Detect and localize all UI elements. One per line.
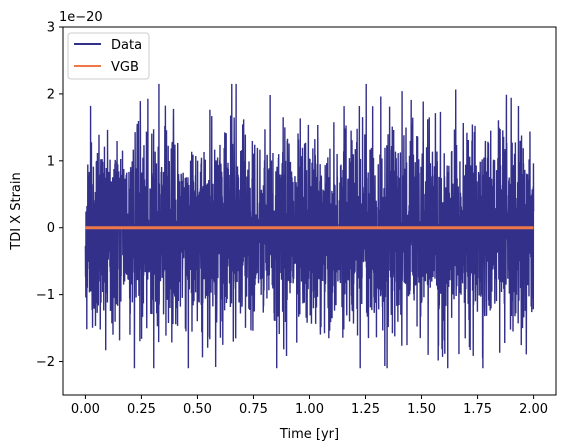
x-tick-label: 1.75 [463,402,492,417]
x-tick-label: 1.25 [351,402,380,417]
y-tick-label: −1 [36,288,55,303]
x-tick-label: 0.25 [127,402,156,417]
x-axis-label: Time [yr] [279,427,339,442]
y-axis-label: TDI X Strain [9,172,24,250]
x-tick-label: 1.00 [295,402,324,417]
plot-area [62,26,557,396]
legend: Data VGB [67,32,150,80]
x-tick-label: 0.00 [71,402,100,417]
x-tick-label: 1.50 [407,402,436,417]
series-data-line [84,83,535,369]
x-tick-label: 0.50 [183,402,212,417]
legend-label-vgb: VGB [111,60,139,75]
y-tick-label: 1 [47,154,55,169]
y-tick-label: 0 [47,221,55,236]
x-tick-label: 2.00 [519,402,548,417]
data-series-group [84,83,535,369]
legend-label-data: Data [111,38,142,53]
y-axis-ticks: −2 −1 0 1 2 3 [36,21,63,370]
x-axis-ticks: 0.00 0.25 0.50 0.75 1.00 1.25 1.50 1.75 2.00 [71,395,548,417]
x-tick-label: 0.75 [239,402,268,417]
y-axis-offset-label: 1e−20 [59,10,103,25]
y-tick-label: 3 [47,21,55,36]
y-tick-label: 2 [47,87,55,102]
y-tick-label: −2 [36,355,55,370]
